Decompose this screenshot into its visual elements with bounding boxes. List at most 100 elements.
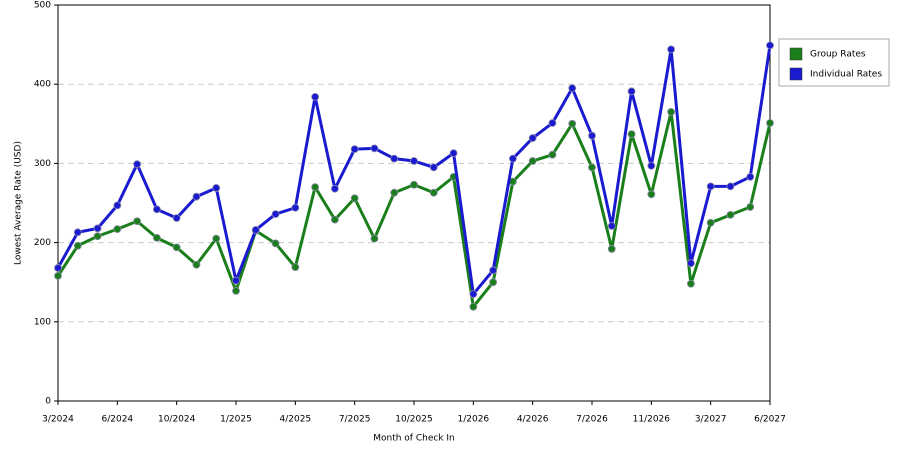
data-point <box>291 203 300 212</box>
data-point <box>607 222 616 230</box>
data-point <box>588 131 596 140</box>
y-tick-label: 300 <box>34 159 51 169</box>
data-point <box>627 87 636 96</box>
data-point <box>528 157 537 165</box>
y-tick-label: 400 <box>34 80 51 90</box>
legend-swatch <box>789 47 803 61</box>
data-point <box>192 260 201 269</box>
data-point <box>291 263 300 272</box>
legend-label: Individual Rates <box>810 70 882 80</box>
data-point <box>390 154 399 163</box>
data-point <box>330 184 339 193</box>
plot-frame <box>57 4 771 402</box>
data-point <box>607 245 616 253</box>
data-point <box>568 84 577 93</box>
data-point <box>706 182 715 191</box>
data-point <box>429 188 438 197</box>
data-point <box>766 41 774 50</box>
data-point <box>370 144 379 153</box>
data-point <box>429 163 438 172</box>
y-axis-title: Lowest Average Rate (USD) <box>14 141 24 265</box>
data-point <box>93 232 102 241</box>
y-tick-label: 100 <box>34 317 51 327</box>
data-point <box>73 228 82 237</box>
series-line <box>56 45 772 296</box>
data-point <box>627 130 636 138</box>
data-point <box>706 218 715 227</box>
data-point <box>330 215 339 224</box>
data-point <box>271 210 280 218</box>
data-point <box>390 188 399 197</box>
x-tick-label: 11/2026 <box>633 415 671 425</box>
data-point <box>133 217 142 226</box>
y-tick-label: 500 <box>34 1 51 11</box>
series-line <box>56 110 772 309</box>
x-tick-label: 6/2024 <box>101 415 133 425</box>
data-point <box>746 203 755 211</box>
legend-swatch <box>789 67 803 81</box>
data-point <box>370 234 379 243</box>
data-point <box>647 190 656 199</box>
data-point <box>172 214 181 222</box>
data-point <box>548 119 557 127</box>
data-point <box>766 119 774 127</box>
data-point <box>232 276 240 285</box>
data-point <box>212 234 221 243</box>
x-tick-label: 10/2024 <box>158 415 196 425</box>
data-point <box>726 210 735 219</box>
data-point <box>350 145 359 154</box>
data-point <box>469 302 478 311</box>
y-tick-label: 0 <box>45 397 51 407</box>
data-point <box>647 161 656 170</box>
data-point <box>113 225 122 234</box>
data-point <box>212 184 221 192</box>
x-tick-label: 7/2026 <box>576 415 608 425</box>
data-point <box>686 259 695 268</box>
x-tick-label: 3/2024 <box>42 415 74 425</box>
data-point <box>667 45 676 54</box>
legend-label: Group Rates <box>810 50 866 60</box>
data-point <box>568 119 577 128</box>
data-point <box>350 194 359 203</box>
data-point <box>93 224 102 233</box>
data-point <box>133 160 142 169</box>
data-point <box>73 241 82 250</box>
data-point <box>548 150 557 159</box>
y-tick-label: 200 <box>34 238 51 248</box>
data-point <box>667 108 676 116</box>
x-tick-label: 1/2026 <box>457 415 489 425</box>
data-point <box>113 201 122 210</box>
data-point <box>508 154 517 163</box>
data-point <box>54 264 62 272</box>
data-point <box>489 266 498 275</box>
data-point <box>192 192 201 201</box>
x-tick-label: 4/2025 <box>279 415 311 425</box>
data-point <box>489 278 498 287</box>
data-point <box>311 92 320 101</box>
x-tick-label: 7/2025 <box>339 415 371 425</box>
data-point <box>232 287 240 295</box>
data-point <box>410 180 418 189</box>
data-point <box>410 157 418 165</box>
data-point <box>469 290 478 298</box>
x-tick-label: 4/2026 <box>517 415 549 425</box>
x-tick-label: 1/2025 <box>220 415 252 425</box>
data-point <box>726 182 735 191</box>
data-point <box>152 205 161 214</box>
data-point <box>686 279 695 288</box>
data-point <box>449 149 458 158</box>
data-point <box>251 226 260 234</box>
data-point <box>588 163 596 172</box>
data-point <box>528 134 537 142</box>
x-axis-title: Month of Check In <box>373 434 455 444</box>
x-tick-label: 10/2025 <box>395 415 432 425</box>
data-point <box>152 233 161 242</box>
data-point <box>311 183 320 192</box>
data-point <box>746 172 755 181</box>
data-point <box>54 271 62 280</box>
x-tick-label: 6/2027 <box>754 415 786 425</box>
data-point <box>271 239 280 248</box>
data-point <box>172 243 181 252</box>
x-tick-label: 3/2027 <box>695 415 727 425</box>
